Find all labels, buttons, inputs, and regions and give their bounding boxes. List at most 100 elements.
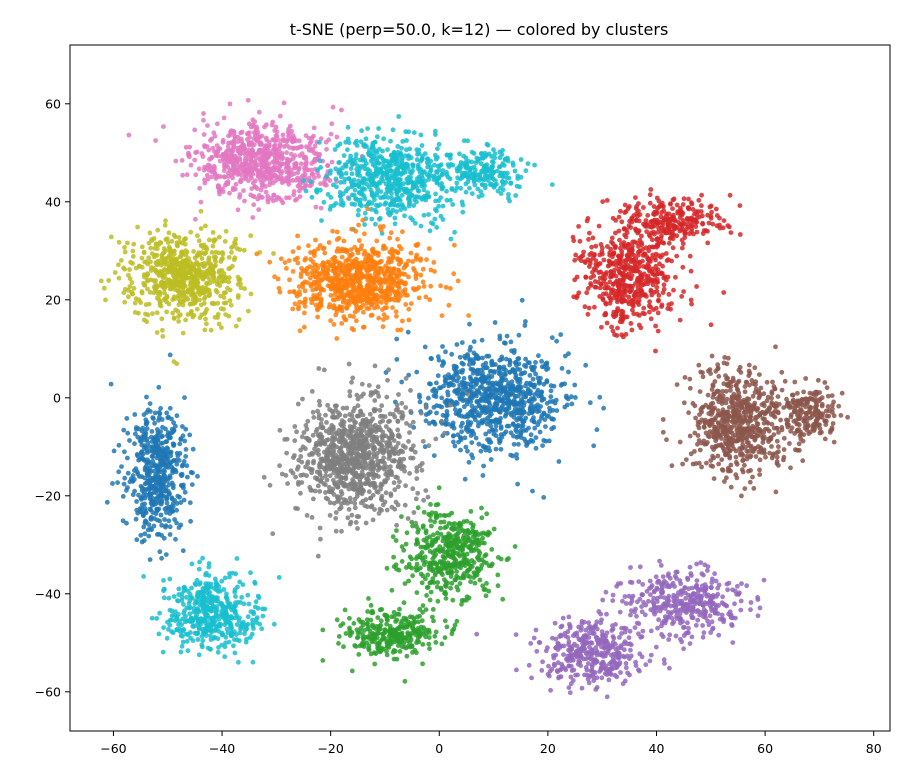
- data-point: [230, 175, 236, 181]
- data-point: [411, 266, 416, 271]
- data-point: [813, 418, 819, 423]
- data-point: [726, 467, 732, 473]
- data-point: [648, 259, 653, 264]
- data-point: [423, 197, 429, 203]
- data-point: [448, 286, 453, 291]
- data-point: [825, 404, 831, 409]
- data-point: [582, 304, 588, 310]
- data-point: [284, 150, 289, 156]
- data-point: [484, 152, 489, 158]
- data-point: [211, 239, 217, 244]
- data-point: [335, 143, 341, 149]
- data-point: [334, 336, 340, 341]
- data-point: [458, 447, 463, 453]
- data-point: [642, 292, 648, 298]
- data-point: [712, 379, 718, 384]
- data-point: [394, 161, 400, 166]
- data-point: [636, 259, 642, 265]
- data-point: [433, 198, 438, 204]
- data-point: [566, 369, 571, 375]
- data-point: [370, 246, 376, 252]
- data-point: [217, 188, 223, 194]
- data-point: [171, 251, 177, 257]
- data-point: [489, 154, 494, 159]
- data-point: [407, 188, 413, 194]
- data-point: [301, 324, 307, 330]
- data-point: [620, 334, 626, 340]
- data-point: [733, 454, 739, 460]
- data-point: [670, 245, 676, 251]
- data-point: [458, 423, 464, 429]
- data-point: [747, 415, 753, 421]
- data-point: [211, 279, 216, 284]
- data-point: [203, 223, 208, 229]
- data-point: [710, 453, 715, 459]
- data-point: [647, 200, 653, 206]
- data-point: [360, 217, 366, 223]
- data-point: [141, 250, 147, 256]
- data-point: [191, 313, 197, 318]
- data-point: [440, 217, 446, 222]
- data-point: [668, 201, 673, 207]
- data-point: [345, 257, 351, 263]
- data-point: [822, 436, 828, 442]
- data-point: [118, 258, 124, 263]
- data-point: [297, 194, 303, 200]
- data-point: [374, 238, 380, 244]
- data-point: [308, 139, 314, 144]
- data-point: [404, 147, 409, 153]
- data-point: [275, 166, 281, 172]
- data-point: [478, 161, 484, 167]
- data-point: [419, 143, 425, 148]
- data-point: [375, 270, 380, 275]
- data-point: [654, 289, 660, 294]
- data-point: [798, 436, 804, 442]
- data-point: [548, 388, 554, 394]
- data-point: [436, 203, 441, 209]
- data-point: [654, 237, 660, 243]
- data-point: [233, 181, 239, 187]
- data-point: [600, 296, 606, 301]
- data-point: [697, 389, 703, 394]
- data-point: [758, 385, 764, 391]
- data-point: [250, 193, 256, 199]
- data-point: [706, 434, 712, 440]
- data-point: [341, 295, 346, 301]
- data-point: [398, 327, 404, 333]
- data-point: [225, 285, 230, 291]
- data-point: [740, 436, 745, 442]
- data-point: [252, 132, 258, 138]
- data-point: [203, 245, 209, 250]
- data-point: [232, 255, 238, 261]
- data-point: [836, 403, 842, 409]
- data-point: [584, 290, 590, 296]
- data-point: [336, 262, 342, 268]
- data-point: [315, 265, 321, 271]
- data-point: [517, 367, 523, 372]
- data-point: [506, 175, 512, 181]
- data-point: [212, 314, 218, 320]
- data-point: [722, 424, 727, 430]
- data-point: [186, 256, 191, 261]
- data-point: [670, 217, 676, 222]
- data-point: [168, 253, 174, 259]
- data-point: [478, 189, 484, 195]
- data-point: [519, 297, 525, 303]
- data-point: [103, 297, 108, 303]
- data-point: [271, 251, 276, 256]
- data-point: [203, 316, 208, 322]
- data-point: [319, 218, 324, 224]
- data-point: [352, 258, 358, 264]
- data-point: [700, 220, 705, 226]
- data-point: [480, 473, 486, 478]
- data-point: [572, 382, 578, 388]
- data-point: [684, 217, 690, 223]
- data-point: [700, 374, 706, 380]
- data-point: [387, 235, 393, 241]
- data-point: [221, 156, 226, 162]
- data-point: [733, 414, 739, 419]
- data-point: [276, 145, 282, 151]
- data-point: [353, 228, 359, 234]
- data-point: [622, 202, 628, 208]
- data-point: [331, 322, 337, 327]
